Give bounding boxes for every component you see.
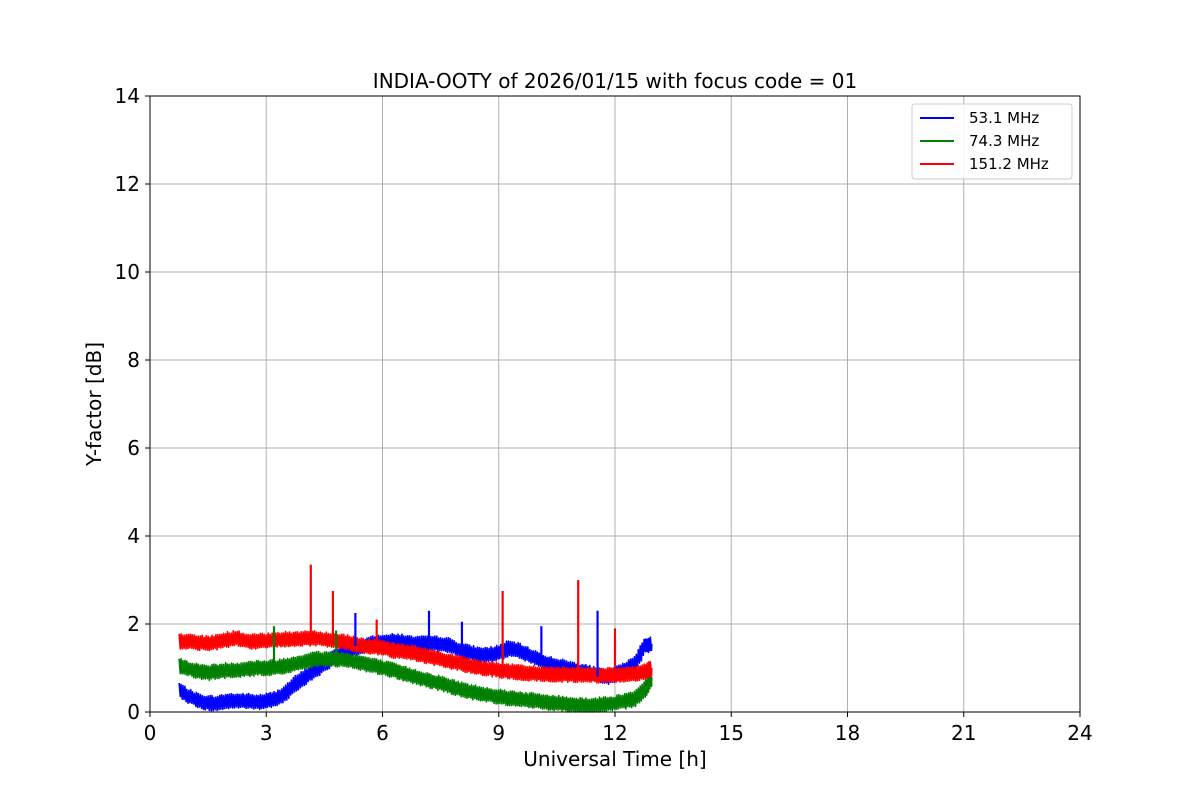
y-tick-label: 0 bbox=[127, 700, 140, 724]
legend: 53.1 MHz 74.3 MHz 151.2 MHz bbox=[911, 103, 1073, 180]
x-axis-label: Universal Time [h] bbox=[523, 747, 706, 771]
x-tick-label: 21 bbox=[951, 721, 976, 745]
x-tick-label: 9 bbox=[492, 721, 505, 745]
series-line-1 bbox=[178, 650, 653, 713]
y-tick-label: 6 bbox=[127, 436, 140, 460]
y-tick-label: 2 bbox=[127, 612, 140, 636]
y-tick-label: 4 bbox=[127, 524, 140, 548]
legend-label-1: 74.3 MHz bbox=[969, 132, 1039, 150]
x-tick-label: 15 bbox=[719, 721, 744, 745]
series-line-2 bbox=[178, 630, 653, 684]
plot-area bbox=[178, 564, 653, 713]
y-tick-label: 12 bbox=[115, 172, 140, 196]
x-tick-label: 12 bbox=[602, 721, 627, 745]
y-tick-label: 8 bbox=[127, 348, 140, 372]
chart-title: INDIA-OOTY of 2026/01/15 with focus code… bbox=[373, 69, 857, 93]
y-tick-label: 10 bbox=[115, 260, 140, 284]
legend-box bbox=[911, 103, 1073, 180]
x-tick-label: 6 bbox=[376, 721, 389, 745]
legend-label-0: 53.1 MHz bbox=[969, 109, 1039, 127]
y-axis-label: Y-factor [dB] bbox=[82, 342, 106, 467]
x-tick-label: 24 bbox=[1067, 721, 1092, 745]
y-tick-label: 14 bbox=[115, 84, 140, 108]
x-tick-label: 0 bbox=[144, 721, 157, 745]
x-tick-label: 18 bbox=[835, 721, 860, 745]
legend-label-2: 151.2 MHz bbox=[969, 155, 1049, 173]
x-tick-label: 3 bbox=[260, 721, 273, 745]
